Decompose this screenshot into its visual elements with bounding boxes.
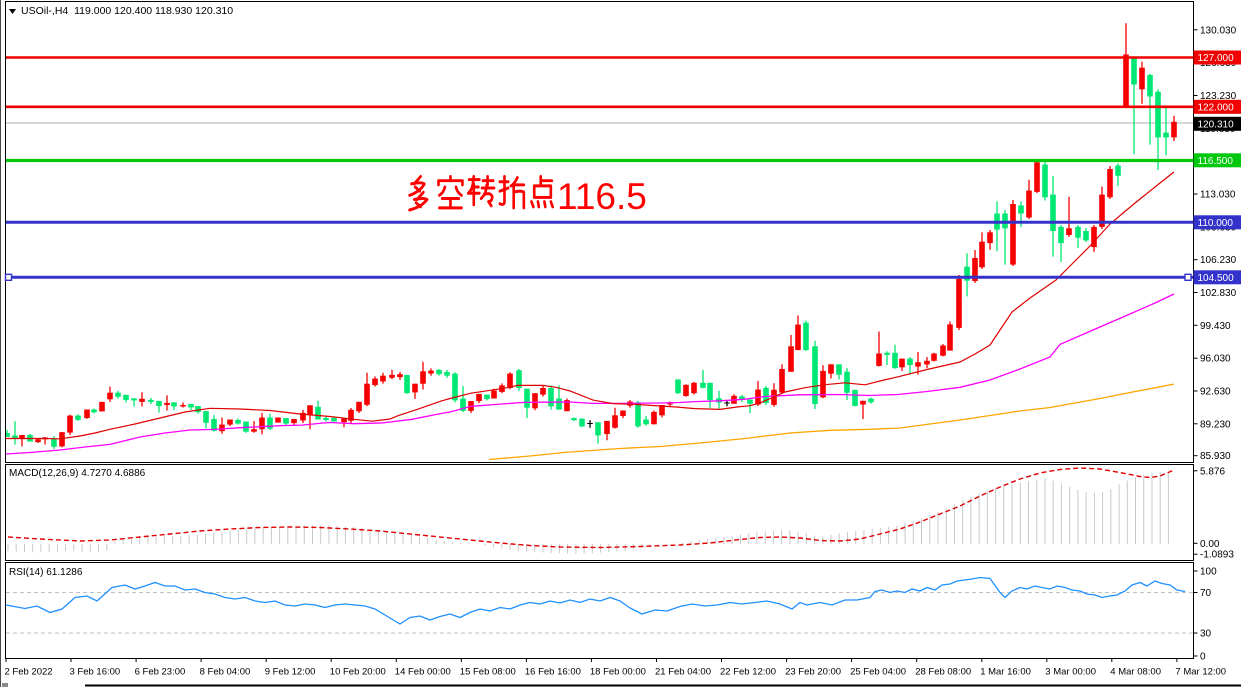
svg-text:5.876: 5.876	[1200, 466, 1225, 477]
svg-text:116.500: 116.500	[1198, 156, 1234, 167]
svg-text:130.030: 130.030	[1200, 25, 1237, 36]
svg-text:10 Feb 20:00: 10 Feb 20:00	[330, 667, 386, 678]
svg-text:15 Feb 08:00: 15 Feb 08:00	[460, 667, 516, 678]
svg-text:99.430: 99.430	[1200, 321, 1231, 332]
svg-text:16 Feb 16:00: 16 Feb 16:00	[525, 667, 581, 678]
svg-text:127.000: 127.000	[1198, 53, 1235, 64]
svg-text:14 Feb 00:00: 14 Feb 00:00	[395, 667, 451, 678]
svg-text:85.930: 85.930	[1200, 451, 1231, 462]
svg-text:102.830: 102.830	[1200, 288, 1237, 299]
svg-text:0.00: 0.00	[1200, 539, 1220, 550]
svg-text:2 Feb 2022: 2 Feb 2022	[5, 667, 53, 678]
svg-text:21 Feb 04:00: 21 Feb 04:00	[655, 667, 711, 678]
svg-text:0: 0	[1200, 652, 1206, 663]
svg-text:104.500: 104.500	[1198, 273, 1235, 284]
svg-text:USOil-,H4 119.000 120.400 118: USOil-,H4 119.000 120.400 118.930 120.31…	[21, 5, 233, 17]
svg-text:3 Mar 00:00: 3 Mar 00:00	[1045, 667, 1096, 678]
svg-text:MACD(12,26,9) 4.7270 4.6886: MACD(12,26,9) 4.7270 4.6886	[9, 468, 146, 479]
svg-text:106.230: 106.230	[1200, 255, 1237, 266]
svg-text:-1.0893: -1.0893	[1200, 550, 1234, 561]
svg-text:89.230: 89.230	[1200, 419, 1231, 430]
svg-text:1 Mar 16:00: 1 Mar 16:00	[980, 667, 1031, 678]
svg-text:3 Feb 16:00: 3 Feb 16:00	[70, 667, 121, 678]
svg-text:7 Mar 12:00: 7 Mar 12:00	[1175, 667, 1226, 678]
svg-text:120.310: 120.310	[1198, 119, 1235, 130]
svg-text:122.000: 122.000	[1198, 102, 1235, 113]
svg-text:28 Feb 08:00: 28 Feb 08:00	[915, 667, 971, 678]
svg-text:22 Feb 12:00: 22 Feb 12:00	[720, 667, 776, 678]
svg-text:123.230: 123.230	[1200, 91, 1237, 102]
svg-text:116.5: 116.5	[557, 176, 647, 217]
svg-text:23 Feb 20:00: 23 Feb 20:00	[785, 667, 841, 678]
svg-text:9 Feb 12:00: 9 Feb 12:00	[265, 667, 316, 678]
svg-text:100: 100	[1200, 567, 1217, 578]
svg-text:30: 30	[1200, 629, 1212, 640]
svg-text:RSI(14) 61.1286: RSI(14) 61.1286	[9, 567, 83, 578]
svg-text:70: 70	[1200, 588, 1212, 599]
svg-text:6 Feb 23:00: 6 Feb 23:00	[135, 667, 186, 678]
svg-text:25 Feb 04:00: 25 Feb 04:00	[850, 667, 906, 678]
svg-text:113.030: 113.030	[1200, 190, 1236, 201]
svg-text:4 Mar 08:00: 4 Mar 08:00	[1110, 667, 1161, 678]
svg-text:92.630: 92.630	[1200, 387, 1231, 398]
svg-text:110.000: 110.000	[1198, 218, 1234, 229]
svg-text:18 Feb 00:00: 18 Feb 00:00	[590, 667, 646, 678]
svg-text:96.030: 96.030	[1200, 354, 1231, 365]
svg-text:8 Feb 04:00: 8 Feb 04:00	[200, 667, 251, 678]
